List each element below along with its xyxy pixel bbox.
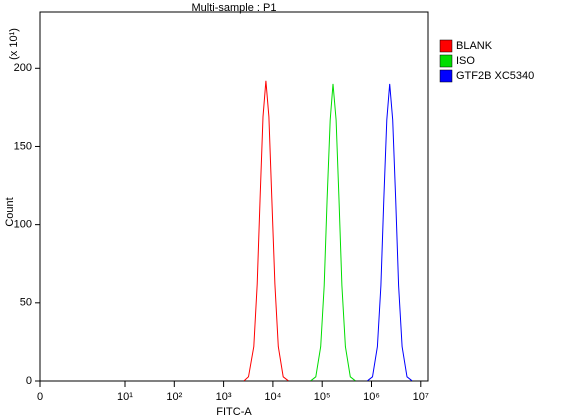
- legend-label: GTF2B XC5340: [456, 70, 534, 82]
- x-tick-label: 10⁵: [314, 391, 331, 403]
- x-tick-label: 10¹: [117, 391, 133, 403]
- series-line: [367, 83, 413, 382]
- legend-label: BLANK: [456, 40, 493, 52]
- legend-swatch: [439, 54, 453, 68]
- y-tick-label: 150: [14, 140, 32, 152]
- y-tick-label: 0: [26, 375, 32, 387]
- x-tick-label: 10⁴: [264, 391, 281, 403]
- x-axis-label: FITC-A: [216, 406, 252, 418]
- x-tick-label: 10⁷: [413, 391, 429, 403]
- y-tick-label: 50: [20, 297, 32, 309]
- x-tick-label: 0: [37, 391, 43, 403]
- y-tick-label: 100: [14, 219, 32, 231]
- plot-frame: [39, 11, 429, 382]
- x-tick-label: 10³: [216, 391, 232, 403]
- legend-swatch: [439, 39, 453, 53]
- legend-swatch: [439, 69, 453, 83]
- legend-label: ISO: [456, 55, 475, 67]
- chart-title: Multi-sample : P1: [192, 2, 277, 14]
- series-line: [243, 80, 289, 382]
- y-axis-label: Count: [4, 197, 16, 226]
- y-tick-label: 200: [14, 62, 32, 74]
- y-scale-label: (x 10¹): [8, 28, 20, 60]
- x-tick-label: 10²: [166, 391, 182, 403]
- series-line: [310, 83, 356, 382]
- x-tick-label: 10⁶: [363, 391, 380, 403]
